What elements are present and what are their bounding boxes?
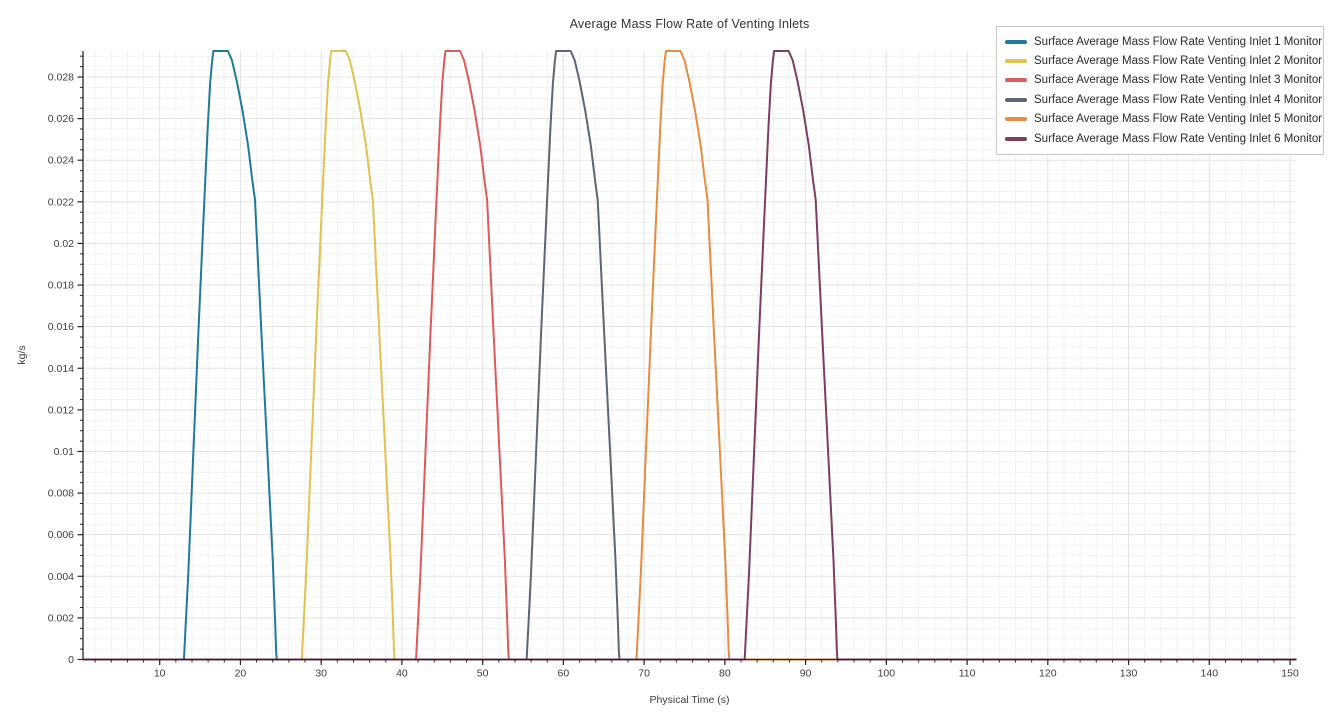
x-tick-label: 20 (235, 668, 247, 680)
x-tick-label: 150 (1281, 668, 1299, 680)
legend-item-4: Surface Average Mass Flow Rate Venting I… (1005, 90, 1322, 109)
legend-item-5: Surface Average Mass Flow Rate Venting I… (1005, 110, 1322, 129)
y-tick-label: 0.026 (48, 113, 74, 125)
y-axis-title: kg/s (16, 345, 28, 365)
legend-item-6: Surface Average Mass Flow Rate Venting I… (1005, 129, 1322, 148)
x-tick-label: 80 (719, 668, 731, 680)
y-tick-label: 0.006 (48, 529, 74, 541)
y-tick-label: 0.02 (54, 238, 75, 250)
series-line-2 (83, 50, 1297, 661)
x-tick-label: 40 (396, 668, 408, 680)
legend-label-4: Surface Average Mass Flow Rate Venting I… (1034, 93, 1323, 106)
chart-title: Average Mass Flow Rate of Venting Inlets (569, 17, 810, 31)
legend-label-1: Surface Average Mass Flow Rate Venting I… (1034, 35, 1323, 48)
series-line-4 (83, 50, 1297, 661)
legend-swatch-2 (1005, 59, 1027, 64)
y-tick-label: 0.008 (48, 488, 74, 500)
x-tick-label: 10 (154, 668, 166, 680)
y-tick-label: 0 (68, 654, 74, 666)
legend-label-2: Surface Average Mass Flow Rate Venting I… (1034, 55, 1323, 68)
y-tick-label: 0.014 (48, 363, 74, 375)
x-tick-label: 120 (1039, 668, 1057, 680)
y-tick-label: 0.028 (48, 72, 74, 84)
legend-item-3: Surface Average Mass Flow Rate Venting I… (1005, 71, 1322, 90)
y-tick-label: 0.002 (48, 612, 74, 624)
y-tick-label: 0.024 (48, 155, 74, 167)
legend-item-1: Surface Average Mass Flow Rate Venting I… (1005, 32, 1322, 51)
x-axis-title: Physical Time (s) (649, 694, 730, 706)
x-tick-label: 140 (1201, 668, 1219, 680)
y-tick-label: 0.018 (48, 280, 74, 292)
legend-item-2: Surface Average Mass Flow Rate Venting I… (1005, 51, 1322, 70)
legend-swatch-3 (1005, 78, 1027, 83)
legend-label-3: Surface Average Mass Flow Rate Venting I… (1034, 74, 1323, 87)
x-tick-label: 110 (959, 668, 976, 680)
x-tick-label: 100 (878, 668, 896, 680)
legend-swatch-4 (1005, 97, 1027, 102)
legend-swatch-5 (1005, 117, 1027, 122)
x-tick-label: 130 (1120, 668, 1138, 680)
series-line-6 (83, 50, 1297, 661)
x-tick-label: 30 (315, 668, 327, 680)
y-tick-label: 0.016 (48, 321, 74, 333)
y-tick-label: 0.022 (48, 196, 74, 208)
legend-label-5: Surface Average Mass Flow Rate Venting I… (1034, 113, 1323, 126)
y-tick-label: 0.004 (48, 571, 74, 583)
legend-swatch-1 (1005, 39, 1027, 44)
x-tick-label: 70 (638, 668, 650, 680)
series-line-1 (83, 50, 1297, 661)
series-line-5 (83, 50, 1297, 661)
legend: Surface Average Mass Flow Rate Venting I… (996, 26, 1324, 156)
legend-swatch-6 (1005, 136, 1027, 141)
x-tick-label: 90 (800, 668, 812, 680)
series-line-3 (83, 50, 1297, 661)
x-tick-label: 60 (558, 668, 570, 680)
legend-label-6: Surface Average Mass Flow Rate Venting I… (1034, 132, 1323, 145)
y-tick-label: 0.01 (54, 446, 75, 458)
x-tick-label: 50 (477, 668, 489, 680)
y-tick-label: 0.012 (48, 404, 74, 416)
